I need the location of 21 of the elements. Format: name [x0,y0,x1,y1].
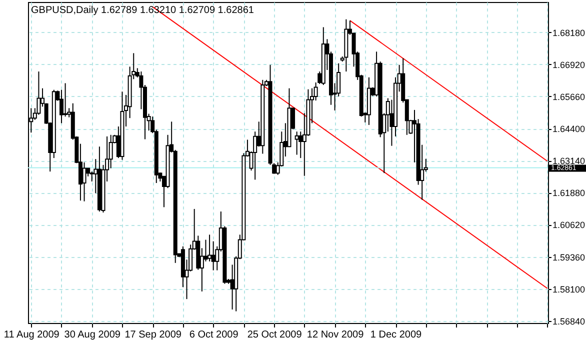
x-tick-label: 30 Aug 2009 [64,330,121,340]
y-tick-label: 1.68180 [552,28,586,38]
y-tick-label: 1.61880 [552,188,586,198]
x-tick-label: 1 Dec 2009 [370,330,422,340]
y-tick-label: 1.60620 [552,220,586,230]
candlestick [298,131,303,159]
y-tick-label: 1.66920 [552,60,586,70]
x-tick-label: 17 Sep 2009 [124,330,182,340]
x-tick-label: 11 Aug 2009 [4,330,60,340]
y-tick-label: 1.58100 [552,284,586,294]
y-tick-label: 1.59360 [552,252,586,262]
candlestick [82,162,86,202]
y-tick-label: 1.64400 [552,124,586,134]
y-tick-label: 1.56840 [552,316,586,326]
x-tick-label: 25 Oct 2009 [247,330,302,340]
candlestick [90,171,94,182]
candlestick [208,234,212,262]
x-tick-label: 6 Oct 2009 [189,330,239,340]
x-tick-label: 12 Nov 2009 [306,330,364,340]
y-tick-label: 1.63140 [552,156,586,166]
y-tick-label: 1.65660 [552,92,586,102]
